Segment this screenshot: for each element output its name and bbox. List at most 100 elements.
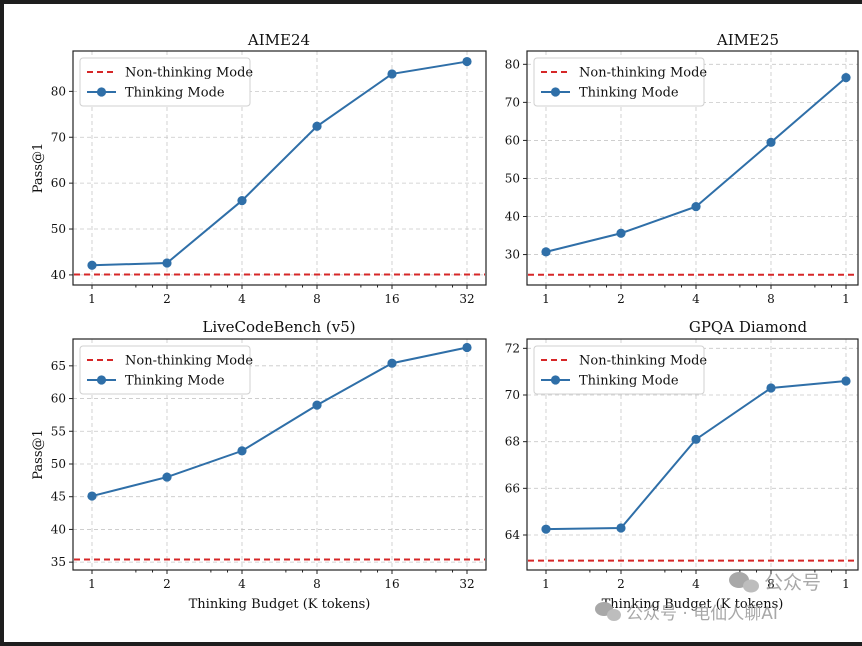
y-tick-label: 70: [51, 130, 66, 144]
watermark-line-2: 公众号 · 电仙人聊AI: [626, 604, 778, 624]
y-tick-label: 40: [51, 522, 66, 536]
plot-frame: [72, 50, 487, 286]
x-tick-label: 1: [842, 292, 850, 306]
thinking-mode-point: [766, 383, 776, 393]
thinking-mode-point: [541, 247, 551, 257]
chart-panels: AIME24 40 50 60 70 80 1 2 4 8 16 32 Pass@1 Non-thinki…: [31, 31, 859, 612]
chart-panel-2: AIME25 30 40 50 60 70 80 1 2 4 8 1 Non-thinking Mode…: [505, 31, 859, 306]
thinking-mode-point: [616, 228, 626, 238]
thinking-mode-point: [387, 69, 397, 79]
thinking-mode-line: [91, 60, 468, 267]
x-axis-label: Thinking Budget (K tokens): [602, 597, 784, 612]
thinking-mode-point: [841, 376, 851, 386]
y-tick-label: 40: [51, 268, 66, 282]
plot-area: [74, 342, 485, 561]
wechat-logo-small-icon: [595, 602, 621, 621]
x-tick-label: 8: [313, 292, 321, 306]
legend-thinking-label: Thinking Mode: [579, 374, 679, 389]
x-tick-label: 4: [238, 292, 246, 306]
y-tick-label: 60: [51, 392, 66, 406]
x-tick-label: 4: [692, 577, 700, 591]
thinking-mode-point: [387, 358, 397, 368]
chart-panel-1: AIME24 40 50 60 70 80 1 2 4 8 16 32 Pass@1 Non-thinki…: [31, 31, 487, 306]
legend-thinking-label: Thinking Mode: [125, 86, 225, 101]
y-tick-label: 45: [51, 490, 66, 504]
y-tick-label: 35: [51, 555, 66, 569]
chart-panel-3: LiveCodeBench (v5) 35 40 45 50 55 60 65 1 2 4 8 16 32…: [31, 318, 487, 612]
x-tick-label: 1: [88, 577, 96, 591]
y-tick-label: 30: [505, 248, 520, 262]
x-tick-label: 1: [542, 577, 550, 591]
y-tick-label: 80: [51, 84, 66, 98]
legend-thinking-label: Thinking Mode: [125, 374, 225, 389]
legend-box: [79, 57, 251, 107]
x-tick-label: 4: [692, 292, 700, 306]
chart-title: AIME24: [247, 31, 310, 49]
plot-frame: [526, 338, 859, 571]
legend-box: [79, 345, 251, 395]
legend-thinking-marker: [550, 87, 561, 97]
thinking-mode-point: [312, 400, 322, 410]
thinking-mode-point: [462, 56, 472, 67]
x-tick-label: 1: [88, 292, 96, 306]
y-tick-label: 64: [505, 528, 521, 542]
thinking-mode-point: [766, 137, 776, 147]
plot-area: [74, 56, 485, 276]
y-tick-label: 50: [51, 457, 66, 471]
watermark-line-1: 公众号: [764, 572, 821, 594]
legend-box: [533, 345, 705, 395]
x-tick-label: 16: [384, 292, 399, 306]
x-tick-label: 16: [384, 577, 399, 591]
x-tick-label: 2: [163, 577, 171, 591]
chart-title: LiveCodeBench (v5): [202, 318, 355, 336]
chart-title: GPQA Diamond: [689, 318, 808, 336]
x-tick-label: 4: [238, 577, 246, 591]
x-tick-label: 8: [767, 292, 775, 306]
y-tick-label: 55: [51, 424, 66, 438]
thinking-mode-point: [841, 73, 851, 83]
plot-frame: [72, 338, 487, 571]
thinking-mode-point: [162, 258, 172, 268]
y-tick-label: 70: [505, 95, 520, 109]
y-tick-label: 60: [505, 133, 520, 147]
y-tick-label: 70: [505, 388, 520, 402]
x-tick-label: 2: [617, 292, 625, 306]
thinking-mode-point: [691, 434, 701, 444]
thinking-mode-line: [91, 346, 468, 498]
legend-non-thinking-label: Non-thinking Mode: [579, 354, 707, 369]
legend-thinking-marker: [96, 87, 107, 97]
legend-non-thinking-label: Non-thinking Mode: [579, 66, 707, 81]
y-tick-label: 68: [505, 435, 520, 449]
watermark: 公众号 公众号 · 电仙人聊AI: [595, 572, 821, 624]
x-tick-label: 32: [459, 292, 474, 306]
thinking-mode-point: [462, 342, 472, 353]
chart-panel-4: GPQA Diamond 64 66 68 70 72 1 2 4 8 1 Thinking Budg…: [505, 318, 859, 612]
thinking-mode-point: [162, 472, 172, 482]
x-axis-label: Thinking Budget (K tokens): [189, 597, 371, 612]
figure-paper: [4, 4, 862, 642]
legend-non-thinking-label: Non-thinking Mode: [125, 354, 253, 369]
y-tick-label: 65: [51, 359, 66, 373]
y-tick-label: 50: [505, 171, 520, 185]
thinking-mode-point: [691, 202, 701, 212]
thinking-mode-point: [237, 195, 247, 206]
legend-box: [533, 57, 705, 107]
thinking-mode-point: [237, 446, 247, 456]
y-tick-label: 60: [51, 176, 66, 190]
x-tick-label: 8: [313, 577, 321, 591]
legend-non-thinking-label: Non-thinking Mode: [125, 66, 253, 81]
plot-area: [528, 376, 857, 562]
x-tick-label: 32: [459, 577, 474, 591]
thinking-mode-point: [541, 524, 551, 534]
y-axis-label: Pass@1: [31, 143, 46, 194]
x-tick-label: 8: [767, 577, 775, 591]
x-tick-label: 2: [163, 292, 171, 306]
plot-area: [528, 73, 857, 276]
y-tick-label: 40: [505, 210, 520, 224]
legend-thinking-label: Thinking Mode: [579, 86, 679, 101]
y-tick-label: 80: [505, 57, 520, 71]
y-tick-label: 72: [505, 341, 520, 355]
chart-title: AIME25: [716, 31, 779, 49]
